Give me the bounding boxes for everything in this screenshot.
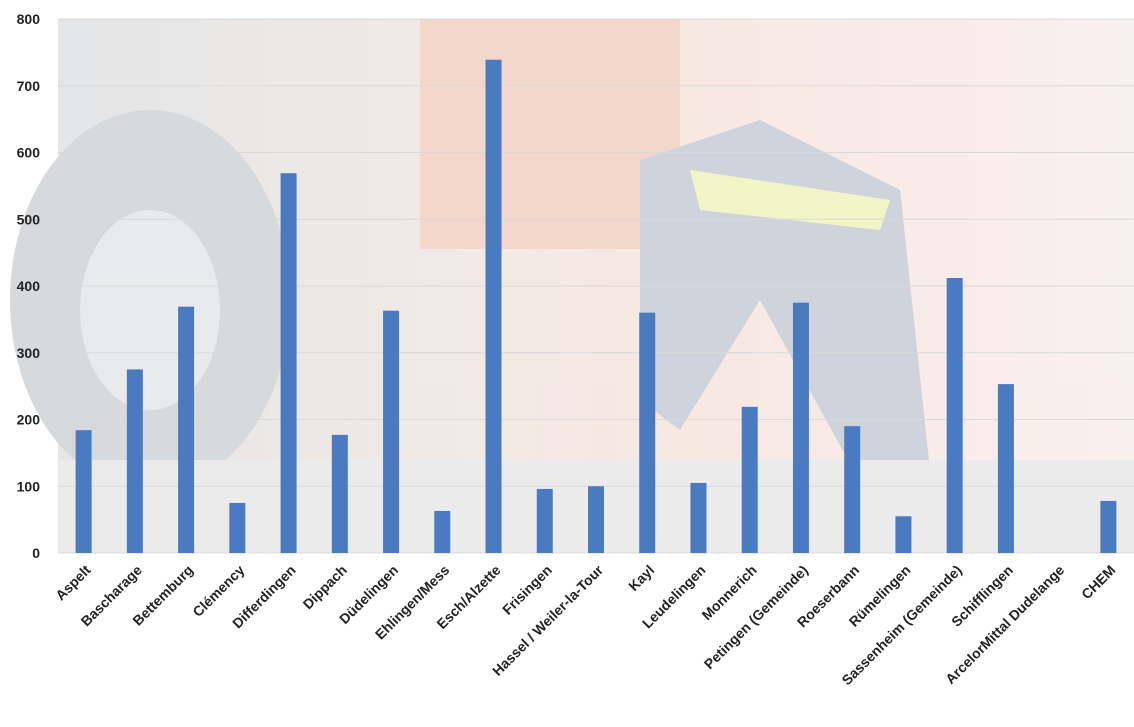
bar — [690, 482, 707, 553]
y-tick-label: 500 — [17, 211, 41, 227]
bar — [588, 486, 604, 553]
y-tick-label: 800 — [17, 11, 41, 27]
y-tick-label: 300 — [17, 345, 41, 361]
bar — [178, 306, 195, 553]
bar — [229, 502, 246, 553]
bar — [536, 488, 553, 553]
bar — [639, 312, 656, 553]
bar — [383, 310, 400, 553]
bar — [741, 406, 758, 553]
bar — [280, 173, 297, 553]
y-tick-label: 200 — [17, 412, 41, 428]
bar — [844, 426, 861, 553]
bar — [1100, 500, 1117, 553]
bar — [792, 302, 809, 553]
x-tick-label: Dippach — [300, 562, 350, 612]
y-tick-label: 400 — [17, 278, 41, 294]
bar — [946, 277, 963, 553]
x-tick-label: Kayl — [625, 562, 657, 594]
x-tick-label: CHEM — [1078, 562, 1118, 602]
y-tick-label: 600 — [17, 145, 41, 161]
bar — [126, 369, 143, 553]
bar — [75, 430, 92, 553]
bar — [485, 59, 502, 553]
y-tick-label: 100 — [17, 478, 41, 494]
bar — [997, 384, 1014, 553]
bar — [331, 434, 348, 553]
y-tick-label: 0 — [32, 545, 40, 561]
bar — [434, 510, 451, 553]
bar — [895, 516, 912, 553]
y-tick-label: 700 — [17, 78, 41, 94]
x-tick-label: Aspelt — [52, 562, 94, 604]
